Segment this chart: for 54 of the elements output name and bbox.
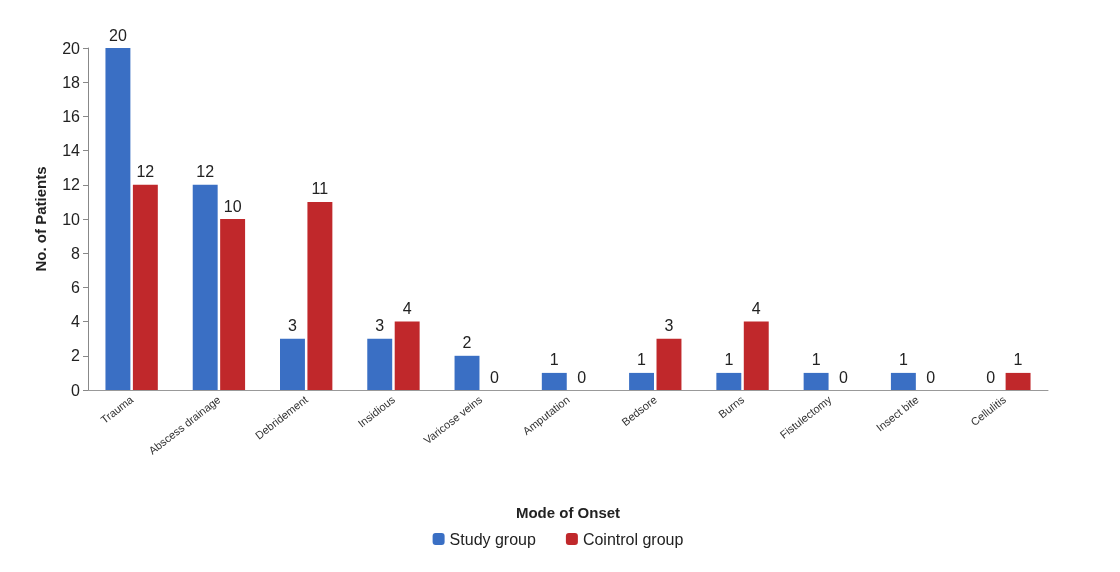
legend-label: Cointrol group (582, 530, 684, 548)
data-label: 1 (724, 351, 734, 369)
data-label: 1 (1013, 351, 1023, 369)
y-tick-label: 18 (62, 73, 81, 91)
data-label: 4 (751, 300, 761, 318)
data-label: 0 (986, 368, 996, 386)
bar (105, 48, 131, 390)
y-tick-label: 4 (71, 313, 81, 331)
data-label: 1 (637, 351, 647, 369)
bar (307, 201, 333, 390)
bar (629, 372, 655, 390)
y-tick-label: 0 (71, 381, 81, 399)
bar (743, 321, 769, 390)
bar (394, 321, 420, 390)
y-tick-label: 12 (62, 176, 81, 194)
data-label: 3 (375, 317, 385, 335)
data-label: 4 (402, 300, 412, 318)
y-tick-label: 10 (62, 210, 81, 228)
data-label: 1 (811, 351, 821, 369)
bar (656, 338, 682, 390)
bar (132, 184, 158, 390)
data-label: 3 (664, 317, 674, 335)
data-label: 20 (109, 26, 127, 44)
bar (716, 372, 742, 390)
data-label: 3 (288, 317, 298, 335)
data-label: 0 (926, 368, 936, 386)
bar (220, 219, 246, 390)
y-tick-label: 6 (71, 278, 81, 296)
data-label: 1 (549, 351, 559, 369)
data-label: 12 (136, 163, 155, 181)
bar (1005, 372, 1031, 390)
data-label: 0 (577, 368, 587, 386)
data-label: 10 (223, 197, 242, 215)
data-label: 0 (839, 368, 849, 386)
data-label: 0 (489, 368, 499, 386)
y-tick-label: 16 (62, 107, 81, 125)
data-label: 12 (196, 163, 215, 181)
bar (367, 338, 393, 390)
y-tick-label: 20 (62, 39, 81, 57)
bar (803, 372, 829, 390)
data-label: 2 (462, 334, 472, 352)
y-tick-label: 14 (62, 142, 81, 160)
y-axis-title: No. of Patients (32, 166, 49, 272)
bar (890, 372, 916, 390)
y-tick-label: 8 (71, 244, 81, 262)
bar (192, 184, 218, 390)
bar (454, 355, 480, 390)
x-axis-title: Mode of Onset (515, 504, 621, 521)
legend-label: Study group (449, 530, 536, 548)
data-label: 11 (311, 180, 329, 198)
y-tick-label: 2 (71, 347, 81, 365)
bar (541, 372, 567, 390)
data-label: 1 (898, 351, 908, 369)
bar (280, 338, 305, 390)
